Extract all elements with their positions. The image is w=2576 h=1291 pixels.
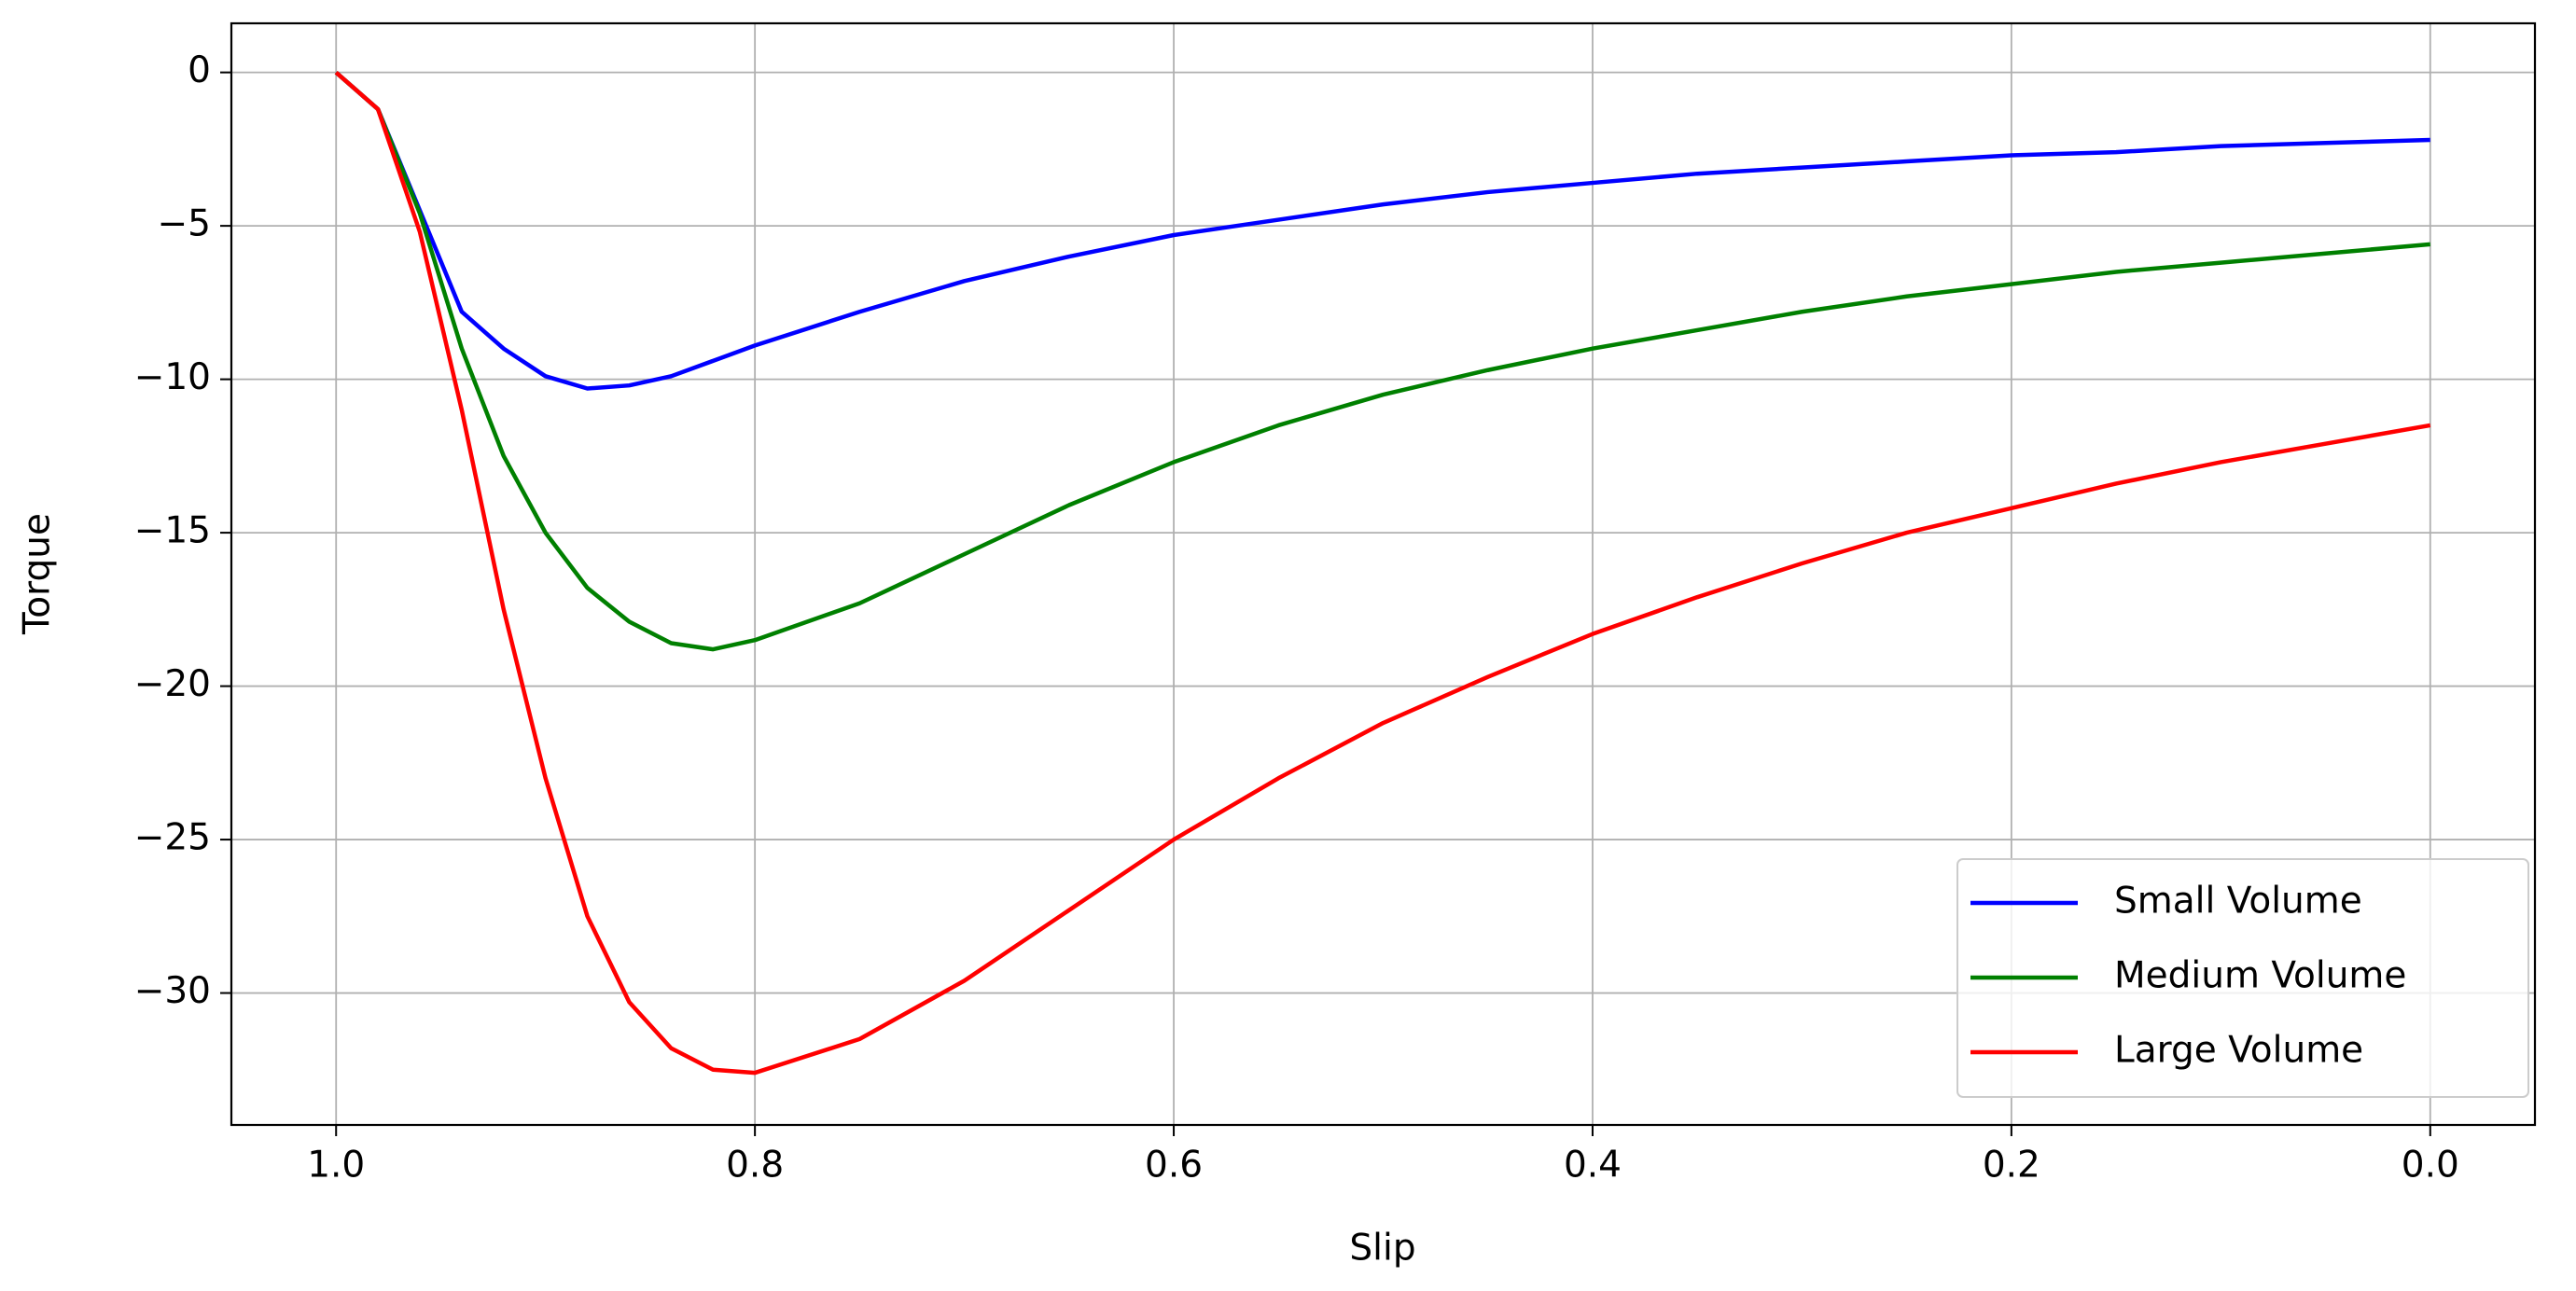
y-tick-label: −15 xyxy=(134,510,211,552)
x-tick-label: 0.2 xyxy=(1983,1145,2040,1187)
y-tick-label: −25 xyxy=(134,817,211,859)
data-line xyxy=(334,70,2430,391)
x-tick-label: 0.4 xyxy=(1564,1145,1622,1187)
data-line xyxy=(334,70,2430,652)
y-tick-label: −30 xyxy=(134,970,211,1012)
y-tick-label: 0 xyxy=(188,49,211,91)
legend: Small Volume Medium Volume Large Volume xyxy=(1956,858,2529,1098)
y-tick-label: −20 xyxy=(134,663,211,705)
legend-label: Medium Volume xyxy=(2114,955,2406,997)
legend-label: Large Volume xyxy=(2114,1030,2363,1072)
y-tick-label: −10 xyxy=(134,356,211,398)
y-tick-label: −5 xyxy=(158,203,212,245)
data-line xyxy=(334,70,2431,1076)
x-axis-label: Slip xyxy=(1349,1228,1415,1270)
plot-frame xyxy=(230,21,2537,1127)
legend-label: Small Volume xyxy=(2114,881,2362,923)
x-tick-label: 0.0 xyxy=(2402,1145,2459,1187)
x-tick-label: 0.8 xyxy=(726,1145,784,1187)
x-tick-label: 1.0 xyxy=(307,1145,365,1187)
y-axis-label: Torque xyxy=(17,513,59,635)
x-tick-label: 0.6 xyxy=(1145,1145,1203,1187)
legend-box xyxy=(1956,858,2529,1098)
